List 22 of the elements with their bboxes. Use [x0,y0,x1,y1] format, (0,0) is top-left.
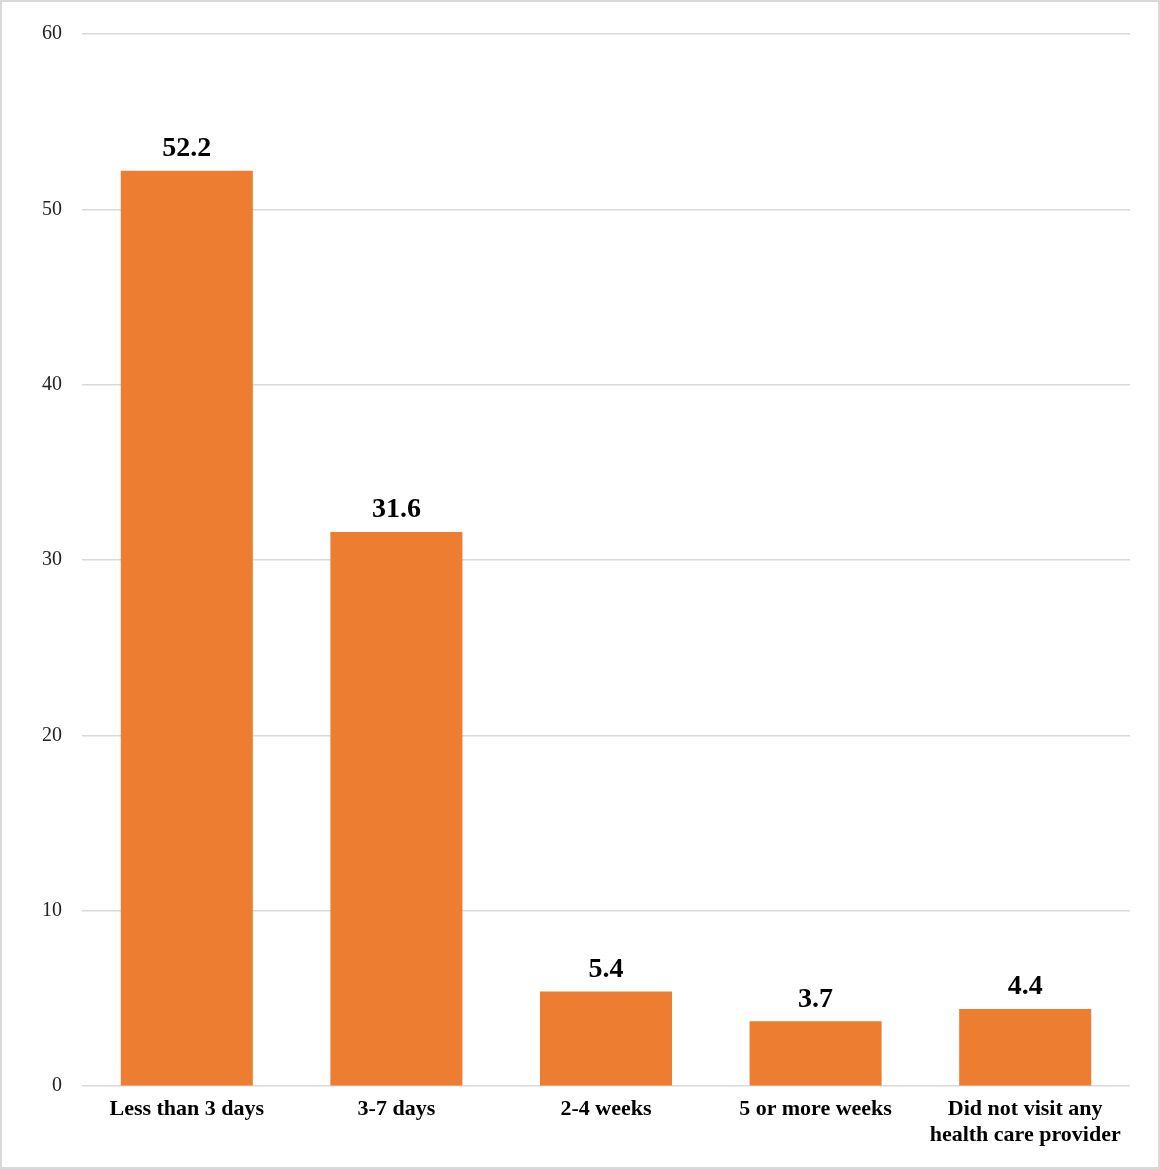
bar [749,1021,882,1086]
y-tick-label: 50 [42,196,62,219]
y-tick-label: 10 [42,898,62,921]
data-label: 5.4 [588,951,624,983]
bar [120,170,253,1086]
data-label: 52.2 [162,131,212,163]
bar [959,1009,1092,1086]
y-tick-label: 20 [42,722,62,745]
y-tick-label: 30 [42,547,62,570]
y-tick-label: 40 [42,371,62,394]
data-label: 31.6 [371,492,421,524]
x-tick-label: Less than 3 days [109,1095,265,1121]
y-tick-label: 60 [42,21,62,44]
x-tick-label: Did not visit any health care provider [929,1095,1121,1147]
data-label: 3.7 [798,981,834,1013]
y-tick-label: 0 [52,1073,62,1096]
x-tick-label: 3-7 days [357,1095,436,1121]
data-label: 4.4 [1007,969,1043,1001]
bar [330,532,463,1086]
x-tick-label: 5 or more weeks [739,1095,893,1121]
bar [539,991,673,1086]
x-tick-label: 2-4 weeks [560,1095,652,1121]
